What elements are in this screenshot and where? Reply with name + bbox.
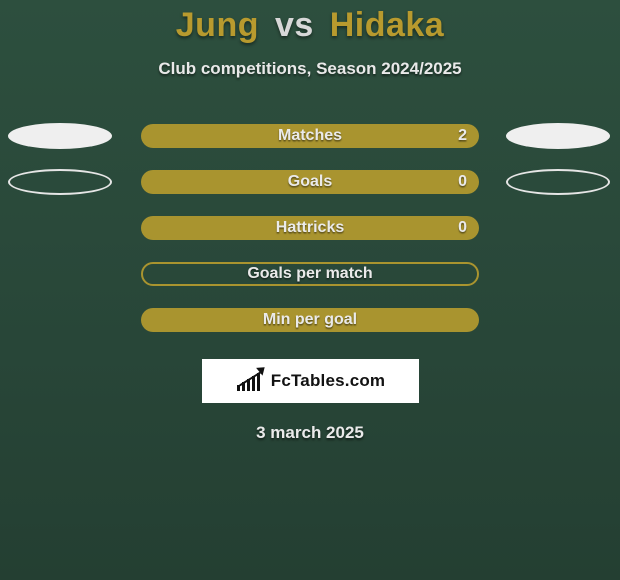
- marker-right-goals: [506, 169, 610, 195]
- stat-bar-matches: Matches 2: [141, 124, 479, 148]
- widget-root: Jung vs Hidaka Club competitions, Season…: [0, 0, 620, 580]
- stat-value: 2: [458, 127, 467, 145]
- stat-bar-min-per-goal: Min per goal: [141, 308, 479, 332]
- stat-row-min-per-goal: Min per goal: [0, 297, 620, 343]
- vs-separator: vs: [275, 6, 314, 44]
- stat-bar-goals: Goals 0: [141, 170, 479, 194]
- stat-label: Goals: [288, 173, 332, 191]
- marker-right-matches: [506, 123, 610, 149]
- stat-label: Matches: [278, 127, 342, 145]
- player-2-name: Hidaka: [330, 6, 445, 44]
- marker-left-goals: [8, 169, 112, 195]
- stat-value: 0: [458, 219, 467, 237]
- player-1-name: Jung: [176, 6, 259, 44]
- stat-label: Min per goal: [263, 311, 357, 329]
- stat-row-goals: Goals 0: [0, 159, 620, 205]
- stat-bar-hattricks: Hattricks 0: [141, 216, 479, 240]
- stat-bar-goals-per-match: Goals per match: [141, 262, 479, 286]
- date-label: 3 march 2025: [0, 423, 620, 443]
- stat-label: Goals per match: [247, 265, 372, 283]
- stat-value: 0: [458, 173, 467, 191]
- stat-row-matches: Matches 2: [0, 113, 620, 159]
- logo-text: FcTables.com: [271, 371, 386, 391]
- subtitle: Club competitions, Season 2024/2025: [0, 59, 620, 79]
- stat-row-hattricks: Hattricks 0: [0, 205, 620, 251]
- attribution-logo[interactable]: FcTables.com: [202, 359, 419, 403]
- stat-row-goals-per-match: Goals per match: [0, 251, 620, 297]
- marker-left-matches: [8, 123, 112, 149]
- logo-chart-icon: [235, 371, 265, 391]
- stat-label: Hattricks: [276, 219, 344, 237]
- page-title: Jung vs Hidaka: [0, 0, 620, 45]
- stats-rows: Matches 2 Goals 0 Hattricks 0 Goals per …: [0, 113, 620, 343]
